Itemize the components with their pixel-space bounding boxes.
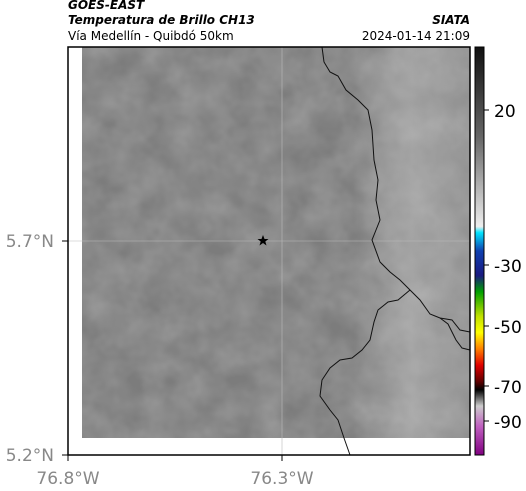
location-marker <box>257 235 269 246</box>
boundary <box>439 317 471 351</box>
east-highlight <box>82 47 470 438</box>
colorbar-ticks <box>484 109 489 422</box>
agency: SIATA <box>432 13 470 27</box>
boundary <box>319 289 411 456</box>
colorbar-label: -50 <box>494 318 522 338</box>
lon-label: 76.3°W <box>250 469 313 489</box>
colorbar-label: 20 <box>494 102 516 122</box>
timestamp: 2024-01-14 21:09 <box>362 29 470 43</box>
boundary <box>321 46 471 333</box>
title: Temperatura de Brillo CH13 <box>68 13 255 27</box>
lon-label: 76.8°W <box>36 469 99 489</box>
colorbar-label: -90 <box>494 413 522 433</box>
colorbar <box>474 46 485 456</box>
lat-label: 5.2°N <box>6 446 54 466</box>
colorbar-label: -70 <box>494 378 522 398</box>
subtitle: Vía Medellín - Quibdó 50km <box>68 29 234 43</box>
map-frame <box>67 46 471 456</box>
colorbar-label: -30 <box>494 257 522 277</box>
lat-label: 5.7°N <box>6 232 54 252</box>
source: GOES-EAST <box>68 0 145 12</box>
